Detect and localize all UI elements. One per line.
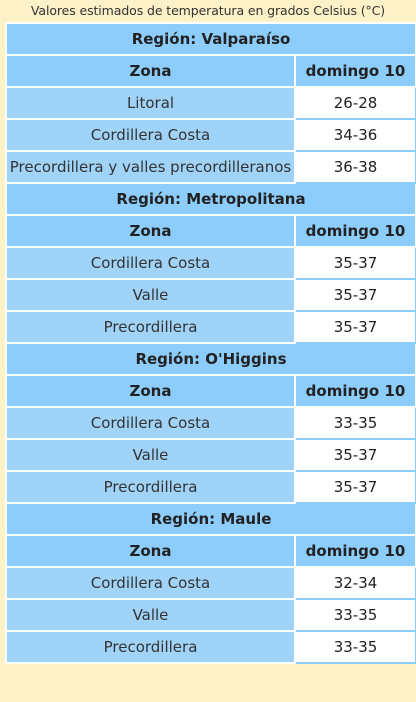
zone-cell: Cordillera Costa: [5, 118, 296, 152]
region-header-row: Región: Metropolitana: [5, 182, 416, 216]
zone-cell: Cordillera Costa: [5, 566, 296, 600]
temperature-cell: 33-35: [294, 630, 416, 664]
zone-column-header: Zona: [5, 54, 296, 88]
zone-cell: Litoral: [5, 86, 296, 120]
table-row: Precordillera 35-37: [5, 310, 416, 344]
table-row: Precordillera 33-35: [5, 630, 416, 664]
column-header-row: Zona domingo 10: [5, 374, 416, 408]
table-row: Cordillera Costa 34-36: [5, 118, 416, 152]
day-column-header: domingo 10: [294, 534, 416, 568]
temperature-cell: 34-36: [294, 118, 416, 152]
temperature-cell: 35-37: [294, 278, 416, 312]
zone-cell: Valle: [5, 598, 296, 632]
column-header-row: Zona domingo 10: [5, 534, 416, 568]
zone-column-header: Zona: [5, 534, 296, 568]
zone-cell: Precordillera y valles precordilleranos: [5, 150, 296, 184]
region-title: Región: Valparaíso: [5, 22, 416, 56]
table-caption: Valores estimados de temperatura en grad…: [30, 3, 386, 18]
table-row: Valle 35-37: [5, 278, 416, 312]
temperature-cell: 33-35: [294, 598, 416, 632]
temperature-cell: 32-34: [294, 566, 416, 600]
zone-cell: Cordillera Costa: [5, 246, 296, 280]
temperature-cell: 35-37: [294, 438, 416, 472]
region-title: Región: Maule: [5, 502, 416, 536]
region-title: Región: Metropolitana: [5, 182, 416, 216]
zone-column-header: Zona: [5, 214, 296, 248]
temperature-cell: 36-38: [294, 150, 416, 184]
table-row: Litoral 26-28: [5, 86, 416, 120]
temperature-cell: 26-28: [294, 86, 416, 120]
temperature-cell: 35-37: [294, 246, 416, 280]
region-header-row: Región: O'Higgins: [5, 342, 416, 376]
region-title: Región: O'Higgins: [5, 342, 416, 376]
column-header-row: Zona domingo 10: [5, 54, 416, 88]
region-header-row: Región: Valparaíso: [5, 22, 416, 56]
zone-cell: Cordillera Costa: [5, 406, 296, 440]
zone-cell: Precordillera: [5, 630, 296, 664]
table-row: Cordillera Costa 33-35: [5, 406, 416, 440]
table-row: Precordillera 35-37: [5, 470, 416, 504]
region-header-row: Región: Maule: [5, 502, 416, 536]
table-row: Precordillera y valles precordilleranos …: [5, 150, 416, 184]
column-header-row: Zona domingo 10: [5, 214, 416, 248]
table-row: Valle 35-37: [5, 438, 416, 472]
day-column-header: domingo 10: [294, 214, 416, 248]
table-row: Cordillera Costa 32-34: [5, 566, 416, 600]
day-column-header: domingo 10: [294, 54, 416, 88]
zone-cell: Valle: [5, 438, 296, 472]
temperature-cell: 35-37: [294, 470, 416, 504]
zone-cell: Valle: [5, 278, 296, 312]
zone-cell: Precordillera: [5, 310, 296, 344]
table-row: Valle 33-35: [5, 598, 416, 632]
zone-column-header: Zona: [5, 374, 296, 408]
day-column-header: domingo 10: [294, 374, 416, 408]
table-row: Cordillera Costa 35-37: [5, 246, 416, 280]
zone-cell: Precordillera: [5, 470, 296, 504]
temperature-table: Región: Valparaíso Zona domingo 10 Litor…: [5, 22, 416, 664]
temperature-cell: 33-35: [294, 406, 416, 440]
temperature-cell: 35-37: [294, 310, 416, 344]
